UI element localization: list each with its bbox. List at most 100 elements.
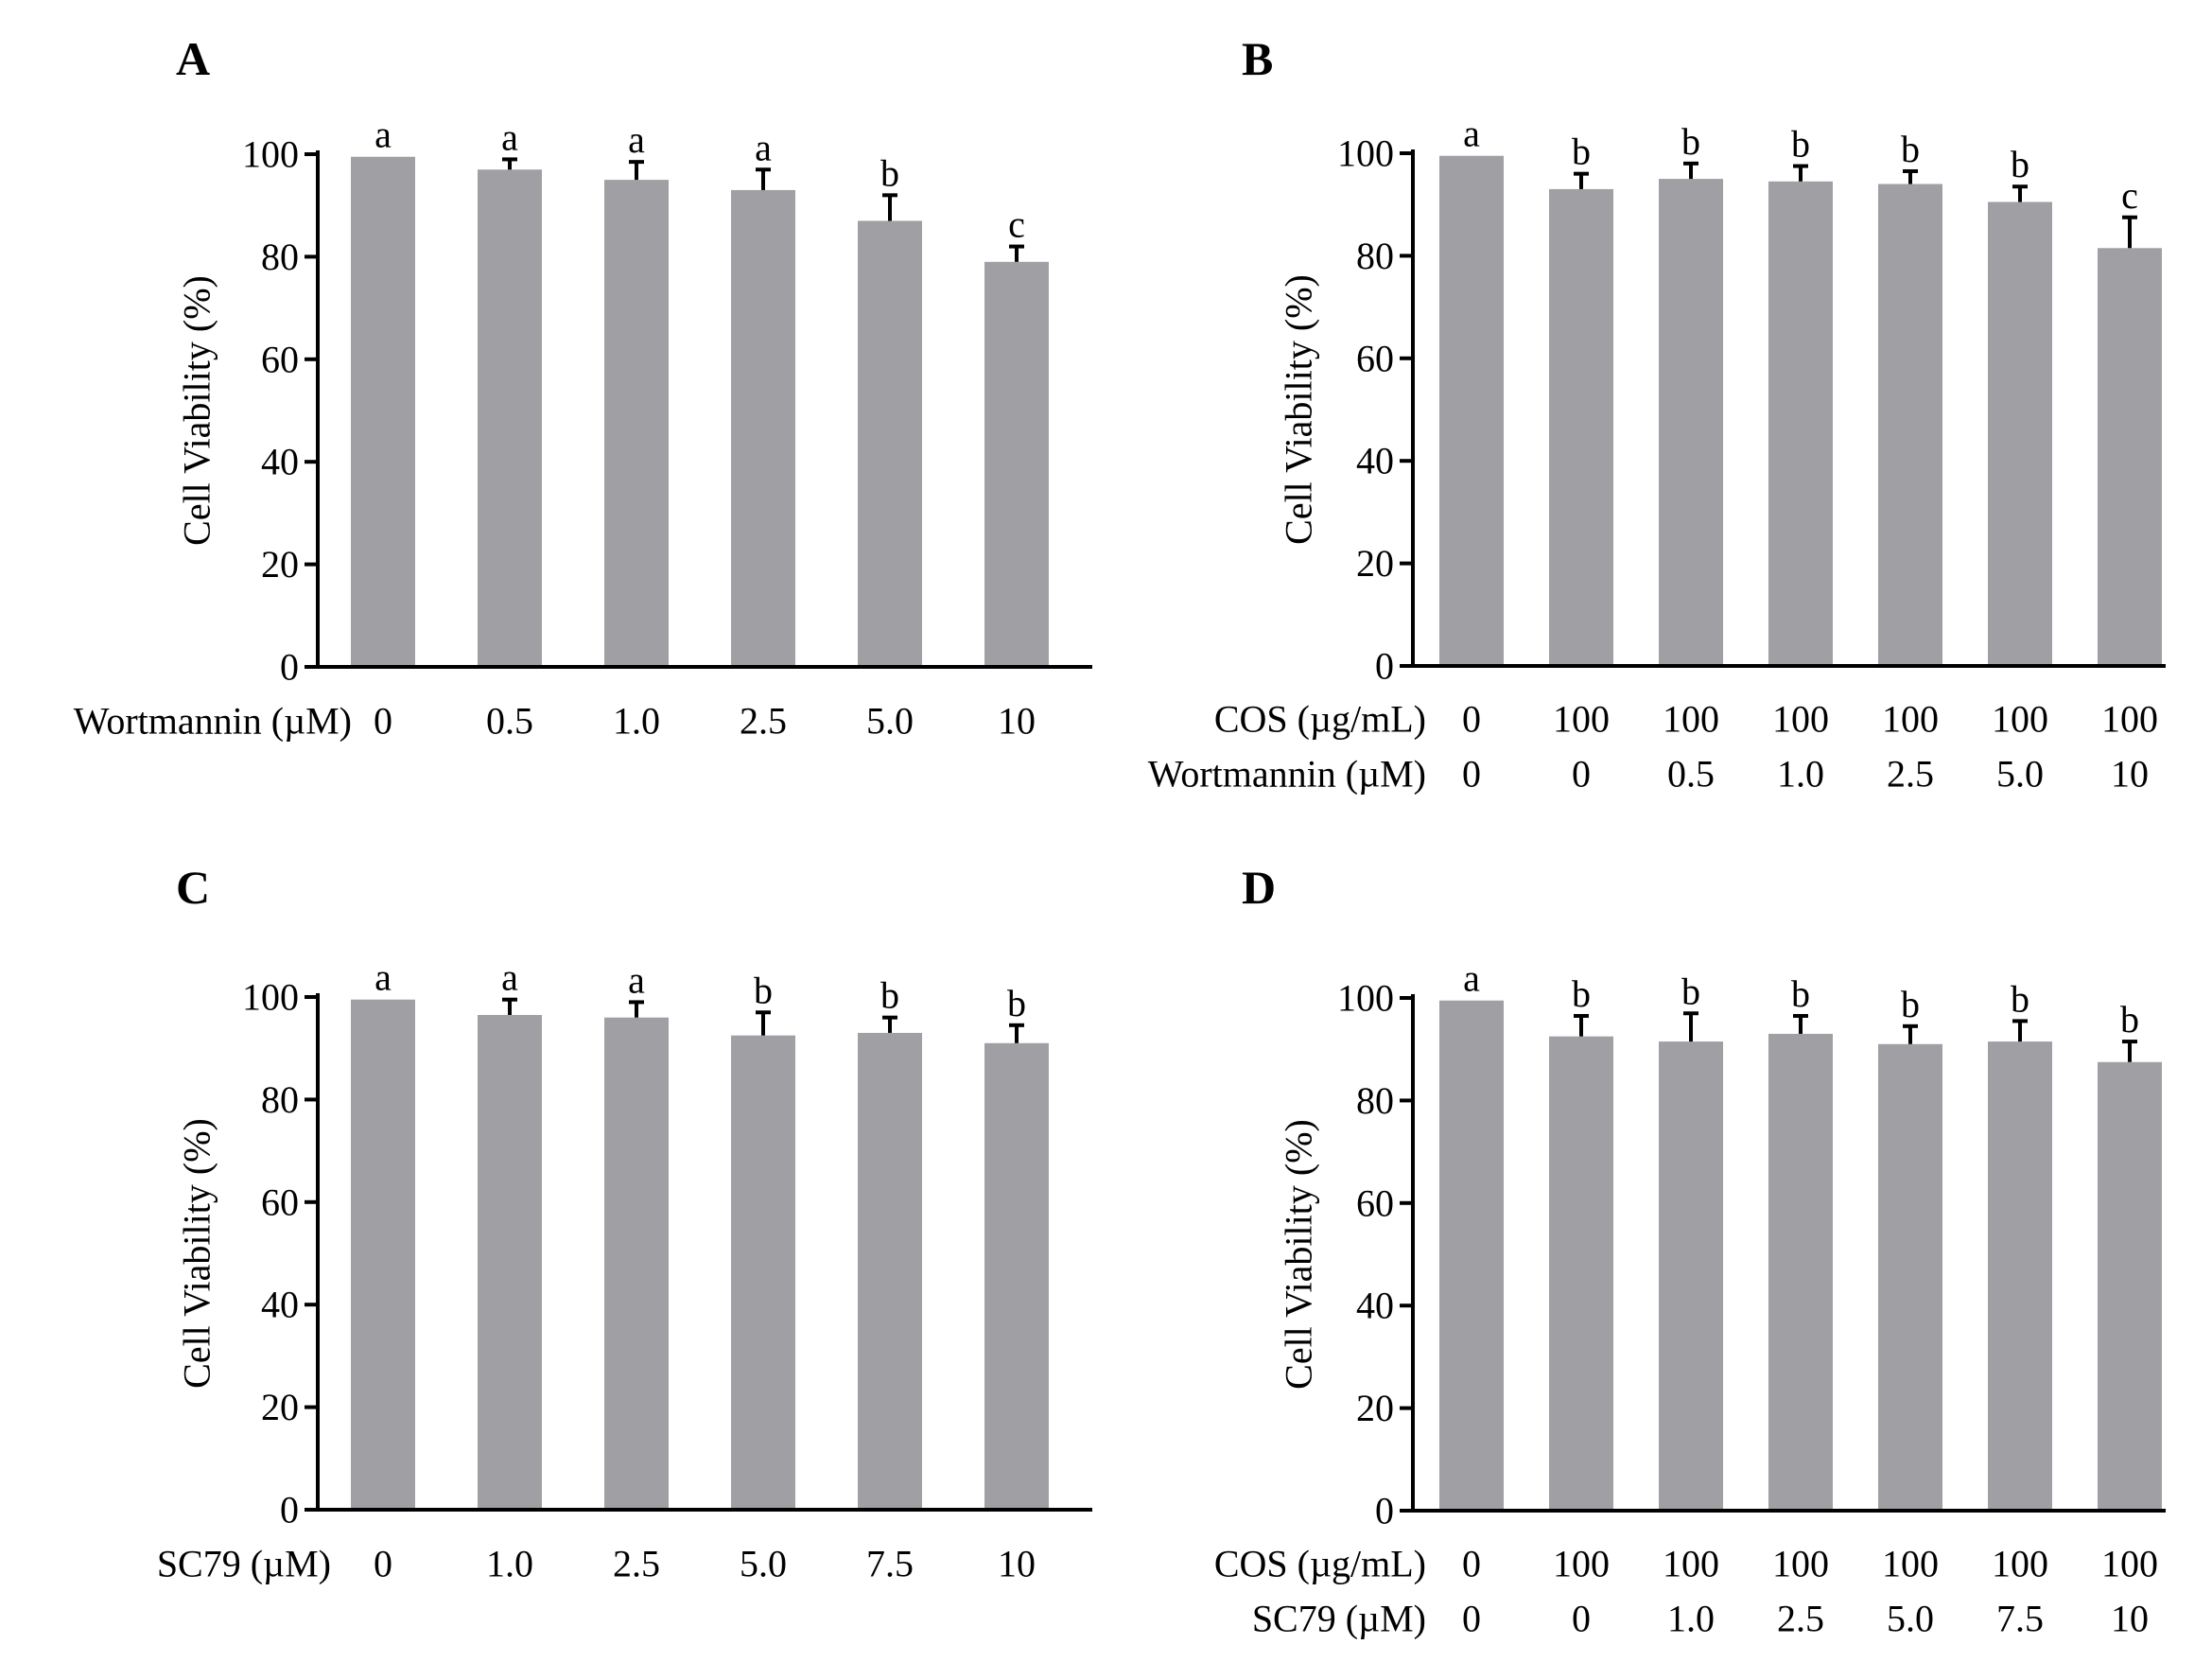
significance-letter: a	[1463, 113, 1480, 155]
y-tick-label: 40	[1356, 440, 1394, 482]
bar	[1659, 179, 1723, 667]
significance-letter: a	[628, 118, 645, 161]
x-tick-label: 5.0	[740, 1543, 787, 1585]
y-tick-label: 60	[261, 338, 299, 380]
x-tick-label: 100	[1772, 1543, 1829, 1585]
y-axis-title: Cell Viability (%)	[1278, 274, 1320, 545]
x-tick-label: 0	[1462, 698, 1481, 741]
row-label: COS (µg/mL)	[1214, 1543, 1426, 1585]
significance-letter: b	[2120, 998, 2139, 1041]
bar	[1878, 184, 1942, 666]
panel-label: C	[176, 861, 210, 914]
bar	[984, 261, 1049, 667]
significance-letter: c	[1008, 203, 1025, 246]
x-tick-label: 0	[1462, 1598, 1481, 1640]
y-tick-label: 80	[261, 236, 299, 278]
significance-letter: a	[1463, 957, 1480, 1000]
y-tick-label: 80	[1356, 235, 1394, 277]
x-tick-label: 0	[374, 1543, 392, 1585]
x-tick-label: 1.0	[1667, 1598, 1715, 1640]
significance-letter: b	[754, 969, 773, 1011]
x-tick-label: 2.5	[740, 700, 787, 743]
x-tick-label: 0	[1462, 1543, 1481, 1585]
x-tick-label: 100	[1992, 698, 2048, 741]
row-label: COS (µg/mL)	[1214, 698, 1426, 741]
x-tick-label: 1.0	[613, 700, 660, 743]
bar	[858, 220, 922, 667]
y-tick-label: 0	[280, 1489, 299, 1531]
significance-letter: b	[1572, 972, 1591, 1015]
bar	[1988, 201, 2052, 667]
bar	[351, 999, 415, 1510]
bar	[604, 1017, 669, 1510]
y-tick-label: 40	[261, 1284, 299, 1326]
bar	[1439, 1000, 1504, 1511]
bar	[731, 189, 795, 667]
bar	[1549, 1036, 1613, 1511]
x-tick-label: 0.5	[486, 700, 533, 743]
y-tick-label: 80	[261, 1078, 299, 1121]
x-tick-label: 10	[998, 1543, 1036, 1585]
x-tick-label: 0	[1572, 1598, 1591, 1640]
x-tick-label: 100	[1992, 1543, 2048, 1585]
significance-letter: a	[501, 956, 518, 999]
significance-letter: b	[1901, 983, 1920, 1025]
x-tick-label: 0	[374, 700, 392, 743]
bar	[1439, 155, 1504, 666]
row-label: Wortmannin (µM)	[1148, 753, 1426, 796]
x-tick-label: 0	[1462, 753, 1481, 796]
significance-letter: b	[880, 974, 899, 1017]
bar	[984, 1042, 1049, 1510]
bar	[478, 169, 542, 667]
y-tick-label: 100	[1337, 132, 1394, 175]
significance-letter: a	[755, 126, 772, 168]
bar	[1878, 1043, 1942, 1511]
significance-letter: b	[2011, 143, 2029, 185]
x-tick-label: 5.0	[866, 700, 914, 743]
x-tick-label: 100	[2101, 698, 2158, 741]
bar	[1659, 1041, 1723, 1511]
bar	[604, 180, 669, 668]
x-tick-label: 10	[998, 700, 1036, 743]
row-label: SC79 (µM)	[1252, 1598, 1426, 1640]
significance-letter: b	[2011, 977, 2029, 1020]
significance-letter: a	[374, 114, 392, 156]
x-tick-label: 7.5	[1996, 1598, 2044, 1640]
x-tick-label: 100	[1553, 698, 1610, 741]
y-axis-title: Cell Viability (%)	[176, 275, 218, 546]
bar	[858, 1032, 922, 1510]
x-tick-label: 100	[1772, 698, 1829, 741]
bar	[1768, 181, 1833, 666]
x-tick-label: 5.0	[1887, 1598, 1934, 1640]
x-tick-label: 1.0	[486, 1543, 533, 1585]
x-tick-label: 7.5	[866, 1543, 914, 1585]
significance-letter: a	[628, 958, 645, 1001]
y-tick-label: 20	[1356, 1387, 1394, 1429]
significance-letter: b	[1681, 120, 1700, 163]
y-axis-title: Cell Viability (%)	[1278, 1119, 1320, 1390]
significance-letter: b	[1791, 972, 1810, 1015]
x-tick-label: 5.0	[1996, 753, 2044, 796]
x-tick-label: 100	[1882, 1543, 1939, 1585]
x-tick-label: 10	[2111, 1598, 2149, 1640]
panel-label: B	[1242, 32, 1273, 85]
panel-label: D	[1242, 861, 1276, 914]
x-tick-label: 10	[2111, 753, 2149, 796]
panel-label: A	[176, 32, 210, 85]
bar	[2098, 248, 2162, 666]
significance-letter: a	[501, 115, 518, 158]
x-tick-label: 100	[1882, 698, 1939, 741]
y-tick-label: 40	[1356, 1285, 1394, 1327]
y-tick-label: 0	[280, 646, 299, 689]
x-tick-label: 100	[1663, 1543, 1719, 1585]
row-label: Wortmannin (µM)	[74, 700, 352, 743]
x-tick-label: 2.5	[1887, 753, 1934, 796]
bar	[2098, 1061, 2162, 1511]
y-tick-label: 60	[261, 1181, 299, 1223]
significance-letter: b	[1572, 131, 1591, 173]
bar	[1988, 1041, 2052, 1511]
